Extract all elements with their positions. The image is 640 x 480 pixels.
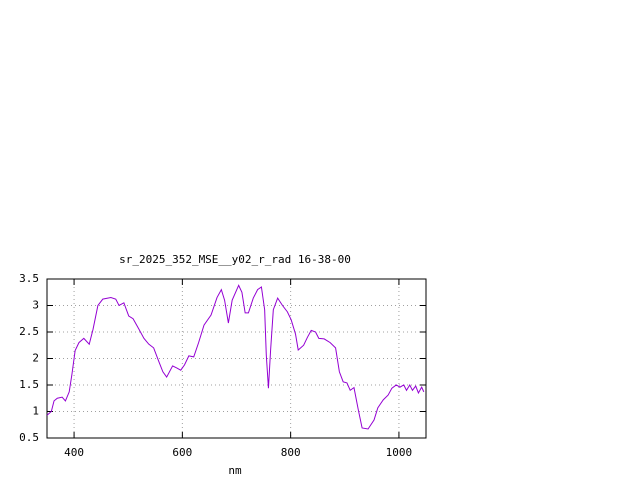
y-tick-label: 1	[32, 405, 39, 418]
y-tick-label: 2.5	[19, 325, 39, 338]
data-line	[46, 284, 425, 430]
chart-title: sr_2025_352_MSE__y02_r_rad 16-38-00	[119, 253, 351, 266]
y-tick-label: 0.5	[19, 431, 39, 444]
x-tick-label: 1000	[386, 446, 413, 459]
y-tick-label: 1.5	[19, 378, 39, 391]
x-tick-label: 400	[64, 446, 84, 459]
x-axis-label: nm	[228, 464, 242, 477]
y-tick-label: 2	[32, 352, 39, 365]
y-tick-label: 3.5	[19, 272, 39, 285]
y-tick-label: 3	[32, 299, 39, 312]
x-tick-label: 800	[281, 446, 301, 459]
plot-border	[46, 278, 427, 439]
x-tick-label: 600	[172, 446, 192, 459]
